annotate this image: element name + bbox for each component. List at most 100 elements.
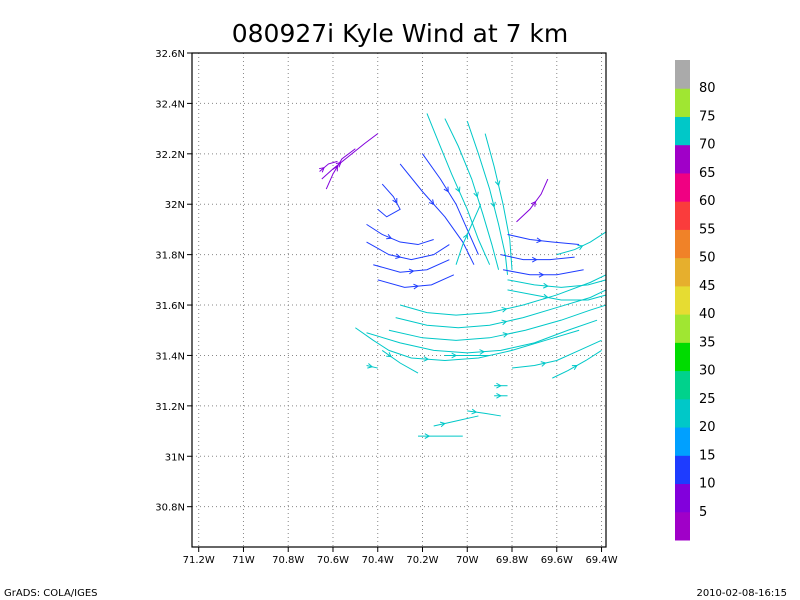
streamline-19 [507,279,607,288]
colorbar-swatch-0 [675,511,690,541]
streamline-33 [467,410,501,417]
colorbar-swatch-9 [675,257,690,287]
colorbar-label: 20 [699,420,716,435]
y-tick-label: 31N [165,452,185,463]
streamline-arrow-26 [423,356,430,362]
colorbar-swatch-6 [675,342,690,372]
streamline-arrow-25 [479,349,486,355]
streamline-10 [426,113,491,265]
streamline-arrow-27 [386,352,393,358]
colorbar-swatch-15 [675,88,690,117]
x-tick-label: 69.8W [496,555,528,566]
colorbar-label: 45 [699,279,716,294]
streamline-arrow-12 [490,201,496,208]
x-tick-label: 70.4W [362,555,394,566]
streamline-arrow-2 [319,167,325,173]
streamline-arrow-16 [536,237,543,244]
colorbar-label: 55 [699,222,716,237]
streamline-30 [552,349,602,379]
colorbar-swatch-1 [675,483,690,513]
streamline-arrow-36 [367,363,374,369]
colorbar-swatch-5 [675,370,690,400]
streamline-2 [319,160,338,172]
colorbar-label: 30 [699,364,716,379]
colorbar-swatch-13 [675,144,690,174]
streamline-arrow-8 [408,268,415,275]
y-tick-label: 31.6N [155,301,185,312]
streamline-arrow-33 [471,408,478,415]
streamline-22 [399,274,607,316]
streamline-arrow-18 [538,271,545,278]
streamline-arrow-0 [335,161,342,168]
chart-title: 080927i Kyle Wind at 7 km [232,19,569,48]
streamline-arrow-10 [455,186,461,193]
colorbar-label: 35 [699,335,716,350]
streamline-arrow-35 [496,392,502,399]
streamline-32 [433,415,479,427]
streamline-16 [507,233,580,246]
streamline-arrow-21 [577,245,584,251]
colorbar-label: 60 [699,194,716,209]
streamline-20 [507,289,607,301]
y-tick-label: 32N [165,200,185,211]
streamline-5 [377,183,401,218]
streamline-18 [502,269,584,276]
colorbar-label: 15 [699,448,716,463]
streamline-arrow-19 [543,282,549,289]
streamline-arrow-32 [439,421,446,428]
x-tick-label: 69.4W [585,555,617,566]
streamline-arrow-30 [571,365,578,371]
colorbar-label: 5 [699,505,707,520]
streamline-0 [321,133,379,180]
colorbar-swatch-2 [675,455,690,485]
streamline-23 [395,289,607,329]
colorbar-swatch-3 [675,427,690,456]
colorbar-swatch-16 [675,60,690,89]
streamline-arrow-4 [428,199,435,206]
streamline-7 [366,241,450,261]
streamline-26 [355,327,580,361]
colorbar-swatch-4 [675,398,690,428]
streamline-arrow-17 [531,256,538,263]
streamline-3 [422,153,479,255]
x-tick-label: 70.2W [406,555,438,566]
streamline-arrow-1 [332,165,338,172]
streamline-arrow-28 [451,352,458,359]
streamline-27 [381,349,419,374]
colorbar-label: 50 [699,251,716,266]
streamline-arrow-14 [462,233,469,240]
colorbar-swatch-7 [675,314,690,343]
x-tick-label: 71W [232,555,255,566]
grid-lines [192,52,606,547]
x-tick-label: 70.8W [272,555,304,566]
streamline-arrow-6 [386,234,393,240]
y-tick-label: 31.8N [155,251,185,262]
colorbar-swatch-10 [675,229,690,259]
streamline-arrow-22 [501,306,508,313]
streamline-arrow-13 [494,180,501,187]
colorbar-label: 25 [699,392,716,407]
streamline-arrow-23 [501,319,508,326]
streamline-arrow-24 [502,332,509,338]
x-tick-label: 71.2W [183,555,215,566]
streamline-arrow-34 [496,382,502,389]
streamline-13 [484,133,513,270]
y-tick-label: 32.2N [155,150,185,161]
streamline-15 [516,178,549,223]
streamline-arrow-5 [392,197,398,204]
y-tick-label: 31.2N [155,402,185,413]
streamline-25 [366,319,598,354]
streamline-arrow-15 [530,200,537,207]
streamline-arrow-3 [443,186,449,193]
colorbar-label: 70 [699,138,716,153]
y-tick-label: 32.4N [155,99,185,110]
colorbar-swatch-11 [675,201,690,230]
streamline-arrow-29 [540,361,547,367]
footer-right: 2010-02-08-16:15 [696,588,787,599]
x-axis: 71.2W 71W 70.8W 70.6W 70.4W 70.2W 70W 69.8W 69.6… [183,547,618,566]
streamline-arrow-7 [395,253,402,260]
y-tick-label: 30.8N [155,503,185,514]
x-tick-label: 69.6W [541,555,573,566]
streamline-17 [500,254,575,261]
